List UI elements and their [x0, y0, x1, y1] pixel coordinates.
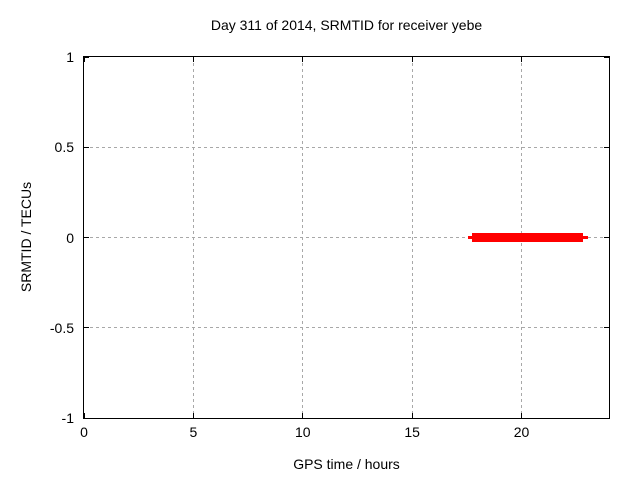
y-tick-label: 0 [66, 229, 74, 246]
y-tick-label: 0.5 [54, 139, 74, 156]
x-tick-label: 20 [513, 424, 530, 440]
x-tick-top [302, 57, 304, 62]
plot-area [83, 56, 609, 419]
y-tick-right [604, 237, 609, 238]
y-tick-left [84, 237, 89, 238]
x-tick-label: 10 [294, 424, 311, 440]
y-tick-label: 1 [66, 49, 74, 65]
x-tick-label: 0 [80, 424, 88, 440]
x-tick-top [83, 57, 85, 62]
y-tick-right [604, 56, 609, 58]
x-tick-bottom [521, 413, 522, 418]
y-tick-right [604, 417, 609, 419]
y-tick-right [604, 327, 609, 329]
y-tick-left [84, 327, 89, 329]
y-gridline [84, 327, 609, 329]
y-tick-right [604, 146, 609, 148]
chart-title: Day 311 of 2014, SRMTID for receiver yeb… [210, 17, 483, 33]
data-series-segment [472, 233, 584, 242]
x-tick-bottom [411, 413, 413, 418]
y-tick-label: -0.5 [49, 319, 74, 336]
x-tick-bottom [302, 413, 304, 418]
y-gridline [84, 146, 609, 148]
x-tick-label: 5 [189, 424, 198, 440]
x-tick-bottom [83, 413, 85, 418]
x-tick-top [411, 57, 413, 62]
x-tick-top [192, 57, 194, 62]
x-tick-label: 15 [404, 424, 420, 440]
x-tick-bottom [192, 413, 194, 418]
y-tick-label: -1 [61, 410, 74, 426]
plot-border [83, 56, 610, 419]
y-tick-left [84, 146, 89, 148]
y-tick-left [84, 417, 89, 419]
x-tick-top [521, 57, 522, 62]
x-axis-label: GPS time / hours [293, 456, 400, 472]
y-tick-left [84, 56, 89, 58]
y-gridline [84, 237, 609, 238]
